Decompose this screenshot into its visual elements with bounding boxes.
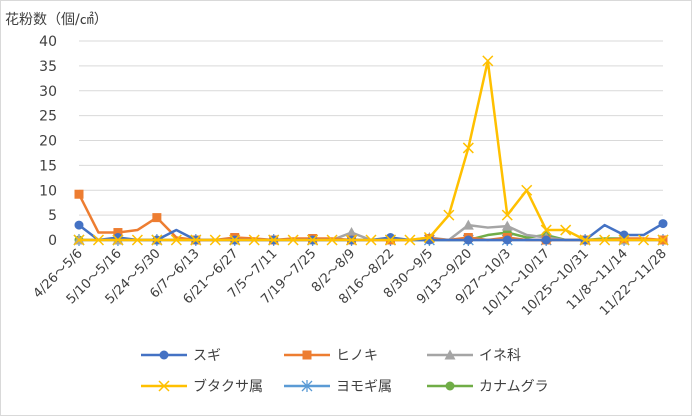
- data-point: [462, 142, 474, 154]
- data-point: [112, 234, 124, 246]
- series-line: [79, 59, 663, 242]
- x-tick-label: 10/25～10/31: [519, 246, 592, 319]
- legend-swatch-marker: [302, 350, 312, 360]
- legend-swatch-marker: [301, 380, 313, 392]
- legend-label: スギ: [193, 348, 221, 364]
- data-point: [404, 234, 416, 246]
- legend-item: ヒノキ: [284, 348, 378, 364]
- legend-swatch-marker: [158, 380, 170, 392]
- y-tick-label: 30: [39, 84, 57, 100]
- data-point: [502, 235, 512, 245]
- data-point: [131, 234, 143, 246]
- legend-label: カナムグラ: [479, 379, 549, 395]
- legend-swatch-marker: [159, 350, 169, 360]
- y-tick-label: 5: [48, 208, 57, 224]
- data-point: [92, 234, 104, 246]
- data-point: [209, 234, 221, 246]
- data-point: [540, 224, 552, 236]
- legend-swatch-marker: [445, 381, 455, 391]
- data-point: [521, 184, 533, 196]
- y-tick-label: 20: [39, 134, 57, 150]
- data-point: [658, 219, 668, 229]
- data-point: [638, 234, 650, 246]
- legend-label: ヨモギ属: [336, 379, 392, 395]
- y-tick-label: 15: [39, 158, 57, 174]
- series-line: [77, 193, 664, 242]
- data-point: [462, 219, 474, 230]
- data-point: [501, 220, 513, 231]
- data-point: [113, 228, 123, 238]
- data-point: [229, 234, 241, 246]
- data-point: [170, 234, 182, 246]
- data-point: [307, 234, 319, 246]
- data-point: [541, 235, 551, 245]
- y-tick-label: 10: [39, 183, 57, 199]
- data-point: [74, 189, 84, 199]
- x-tick-label: 10/11～10/17: [480, 246, 553, 319]
- data-point: [287, 234, 299, 246]
- legend-item: スギ: [141, 348, 221, 364]
- data-point: [657, 234, 669, 246]
- data-point: [248, 234, 260, 246]
- data-point: [423, 231, 435, 244]
- data-point: [346, 234, 358, 246]
- y-tick-label: 25: [39, 109, 57, 125]
- data-point: [326, 234, 338, 246]
- data-point: [151, 234, 163, 246]
- legend-label: ブタクサ属: [193, 378, 263, 395]
- data-point: [74, 220, 84, 230]
- data-point: [463, 235, 473, 245]
- y-tick-label: 35: [39, 59, 57, 75]
- x-tick-label: 11/22～11/28: [597, 246, 670, 319]
- data-point: [384, 234, 396, 246]
- data-point: [268, 234, 280, 246]
- data-point: [599, 234, 611, 246]
- y-axis-title: 花粉数（個/㎠）: [5, 12, 108, 28]
- legend-item: カナムグラ: [427, 379, 549, 395]
- data-point: [619, 230, 629, 240]
- data-point: [346, 227, 358, 238]
- legend-label: ヒノキ: [336, 348, 378, 364]
- data-point: [482, 55, 494, 67]
- data-point: [618, 234, 630, 246]
- data-point: [190, 234, 202, 246]
- y-tick-label: 0: [48, 233, 57, 249]
- legend-item: ヨモギ属: [284, 379, 392, 395]
- series-3: [73, 55, 669, 246]
- legend-item: イネ科: [427, 348, 521, 364]
- data-point: [443, 209, 455, 221]
- data-point: [501, 209, 513, 221]
- data-point: [73, 234, 85, 246]
- data-point: [579, 234, 591, 246]
- data-point: [560, 224, 572, 236]
- y-tick-label: 40: [39, 34, 57, 50]
- data-point: [365, 234, 377, 246]
- data-point: [152, 213, 162, 223]
- legend-label: イネ科: [479, 348, 521, 364]
- legend-swatch-marker: [444, 349, 456, 360]
- legend-item: ブタクサ属: [141, 378, 263, 395]
